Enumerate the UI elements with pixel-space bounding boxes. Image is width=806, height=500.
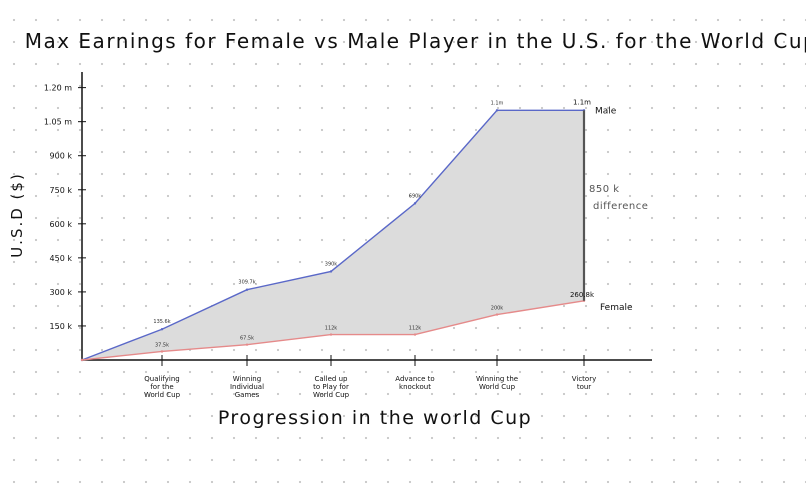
x-tick-label: Winning the World Cup [476,375,518,391]
axes: 150 k 300 k 450 k 600 k 750 k 900 k 1.05 m 1.20… [44,72,652,399]
data-label: 1.1m [573,98,591,106]
data-point-male [160,328,164,331]
data-point-male [245,288,249,291]
data-label: 200k [491,306,504,312]
gap-area-layer [82,110,584,360]
y-tick-label: 600 k [50,220,73,229]
data-point-female [80,358,84,362]
y-tick-label: 1.05 m [44,118,72,127]
data-label: 37.5k [155,342,169,348]
data-label: 135.6k [153,319,170,325]
data-label: 309.7k [238,280,255,286]
data-point-female [495,313,499,316]
difference-annotation: 850 k difference [589,184,648,212]
data-point-female [329,333,333,336]
data-point-female [413,333,417,336]
labels-layer: 135.6k 309.7k 390k 690k 1.1m 1.1m 37.5k 67.5k 11… [153,98,648,348]
x-tick-label: Called up to Play for World Cup [313,375,350,399]
y-tick-label: 450 k [50,254,73,263]
series-name-female: Female [600,303,633,313]
y-tick-label: 300 k [50,288,73,297]
x-tick-label: Qualifying for the World Cup [144,375,181,399]
gap-area [82,110,584,360]
y-tick-label: 1.20 m [44,84,72,93]
data-label: 1.1m [491,100,504,106]
data-label: 690k [409,193,422,199]
data-point-male [413,202,417,205]
data-label: 67.5k [240,336,254,342]
y-axis-label: U.S.D ($) [8,172,26,258]
data-point-male [495,109,499,112]
data-point-female [245,343,249,346]
chart-title: Max Earnings for Female vs Male Player i… [25,29,806,53]
x-tick-label: Advance to knockout [395,375,434,391]
data-label: 260.8k [570,291,595,299]
data-label: 112k [409,326,422,332]
series-layer [80,109,586,362]
y-tick-label: 150 k [50,322,73,331]
x-axis-label: Progression in the world Cup [218,407,532,429]
data-point-female [160,350,164,353]
data-point-male [329,270,333,273]
data-label: 390k [325,261,338,267]
y-tick-label: 900 k [50,152,73,161]
x-tick-label: Winning Individual Games [230,375,264,399]
y-tick-label: 750 k [50,186,73,195]
x-tick-label: Victory tour [572,375,596,391]
series-name-male: Male [595,106,617,116]
data-label: 112k [325,326,338,332]
